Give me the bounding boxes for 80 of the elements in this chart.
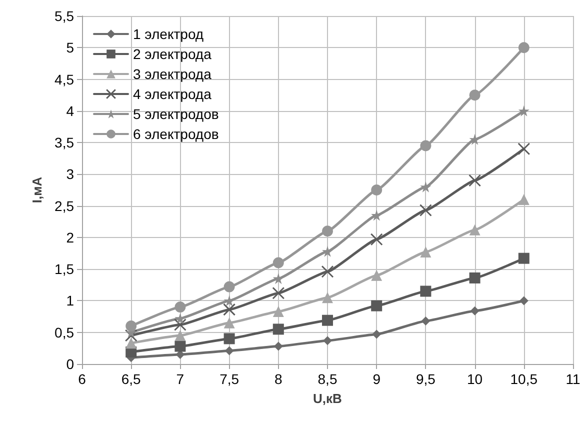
point [419, 204, 432, 216]
x-tick-label: 10,5 [510, 371, 538, 387]
x-tick-label: 11 [566, 371, 580, 387]
legend-label: 1 электрод [133, 26, 204, 42]
point [322, 226, 333, 237]
x-tick-label: 9,5 [416, 371, 436, 387]
y-tick-label: 1,5 [54, 261, 74, 278]
point [174, 340, 186, 352]
x-tick-label: 7,5 [220, 371, 240, 387]
y-tick-label: 5 [66, 40, 74, 56]
legend-label: 6 электродов [133, 126, 219, 142]
x-tick-label: 10 [467, 371, 483, 387]
y-tick-label: 3 [66, 166, 74, 182]
y-tick-label: 0,5 [54, 324, 74, 340]
point [420, 140, 432, 152]
point [224, 346, 234, 356]
legend-label: 3 электрода [133, 66, 212, 82]
point [224, 317, 235, 328]
point [174, 330, 186, 342]
point [126, 320, 137, 332]
point [518, 142, 530, 156]
point [272, 257, 284, 268]
point [272, 324, 284, 335]
point [272, 286, 285, 300]
point [321, 265, 334, 278]
point [322, 314, 333, 326]
point [174, 318, 186, 332]
point [469, 224, 480, 236]
point [420, 246, 432, 258]
point [272, 306, 284, 317]
y-tick-label: 2,5 [54, 198, 74, 214]
y-tick-label: 4 [66, 102, 74, 119]
point [371, 300, 382, 312]
point [370, 233, 383, 246]
x-tick-label: 8,5 [318, 371, 338, 387]
point [371, 270, 382, 281]
point [518, 42, 530, 54]
x-tick-label: 9 [372, 371, 381, 387]
y-tick-label: 0 [66, 356, 74, 372]
y-tick-label: 1 [66, 292, 74, 309]
point [469, 272, 480, 284]
legend-label: 5 электродов [133, 106, 219, 122]
point [224, 295, 235, 306]
point [468, 174, 482, 187]
point [323, 336, 332, 346]
point [518, 194, 530, 205]
point [518, 105, 530, 116]
y-tick-label: 5,5 [54, 8, 74, 24]
point [174, 302, 186, 313]
point [469, 90, 480, 101]
legend-label: 2 электрода [133, 46, 212, 62]
x-tick-label: 6,5 [121, 371, 142, 387]
y-tick-label: 4,5 [54, 71, 74, 88]
point [421, 316, 430, 326]
point [322, 292, 333, 304]
point [124, 329, 138, 342]
x-tick-label: 8 [274, 371, 282, 387]
point [372, 330, 382, 339]
point [224, 281, 235, 292]
point [371, 210, 382, 221]
point [223, 303, 236, 316]
x-tick-label: 6 [78, 371, 86, 387]
point [518, 252, 530, 264]
legend-label: 4 электрода [133, 86, 212, 102]
x-axis-title: U,кВ [313, 391, 342, 406]
y-axis-title: I,мА [30, 176, 45, 204]
point [470, 306, 480, 316]
point [274, 342, 283, 351]
point [469, 134, 480, 145]
y-tick-label: 3,5 [54, 134, 74, 151]
point [126, 338, 137, 349]
point [224, 333, 235, 344]
point [322, 246, 333, 257]
point [420, 286, 432, 297]
point [420, 181, 432, 192]
point [272, 273, 284, 284]
point [519, 296, 528, 306]
point [371, 184, 382, 196]
x-tick-label: 7 [176, 371, 184, 387]
y-tick-label: 2 [66, 229, 74, 246]
